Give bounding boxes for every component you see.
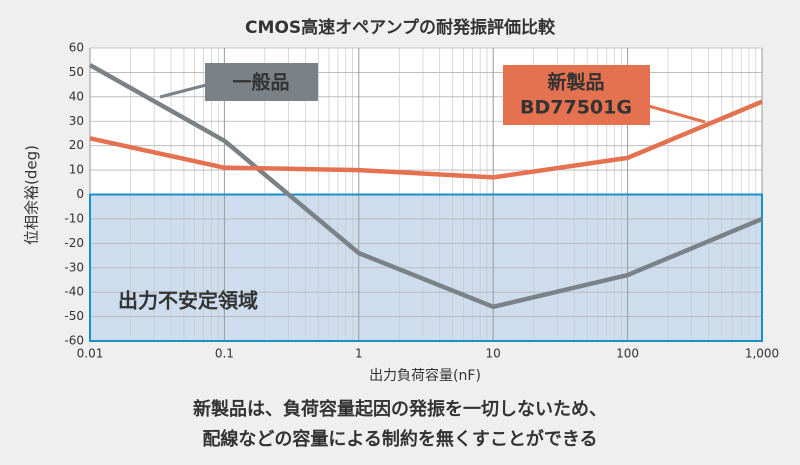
legend-label: 新製品 <box>547 71 604 94</box>
x-tick-label: 10 <box>486 347 501 361</box>
chart-title: CMOS高速オペアンプの耐発振評価比較 <box>245 17 556 38</box>
legend-box <box>205 63 318 101</box>
region-border <box>89 193 763 342</box>
legend-label: BD77501G <box>520 97 632 119</box>
x-tick-label: 0.1 <box>215 347 234 361</box>
x-axis-label: 出力負荷容量(nF) <box>369 367 481 384</box>
y-tick-label: -40 <box>64 285 84 299</box>
y-tick-label: 20 <box>69 138 84 152</box>
y-tick-label: 10 <box>69 163 84 177</box>
y-tick-label: 60 <box>69 41 84 55</box>
caption-line: 配線などの容量による制約を無くすことができる <box>202 428 597 450</box>
y-tick-label: -20 <box>64 236 84 250</box>
callout-pointer <box>159 82 211 99</box>
y-tick-label: -10 <box>64 211 84 225</box>
series-line <box>88 63 763 310</box>
caption-line: 新製品は、負荷容量起因の発振を一切しないため、 <box>193 398 607 420</box>
x-tick-label: 1,000 <box>745 347 779 361</box>
x-tick-label: 100 <box>616 347 639 361</box>
y-tick-label: -60 <box>64 334 84 348</box>
y-tick-label: 30 <box>69 114 84 128</box>
y-axis-label: 位相余裕(deg) <box>23 145 41 245</box>
callout-pointer <box>644 103 706 124</box>
region-label: 出力不安定領域 <box>118 289 258 313</box>
x-tick-label: 0.01 <box>77 347 104 361</box>
x-tick-label: 1 <box>355 347 363 361</box>
series-line <box>89 99 763 180</box>
y-tick-label: 50 <box>69 65 84 79</box>
legend-box <box>503 65 650 125</box>
y-tick-label: -30 <box>64 260 84 274</box>
y-tick-label: 0 <box>76 187 84 201</box>
y-tick-label: 40 <box>69 89 84 103</box>
y-tick-label: -50 <box>64 309 84 323</box>
legend-label: 一般品 <box>232 71 289 94</box>
